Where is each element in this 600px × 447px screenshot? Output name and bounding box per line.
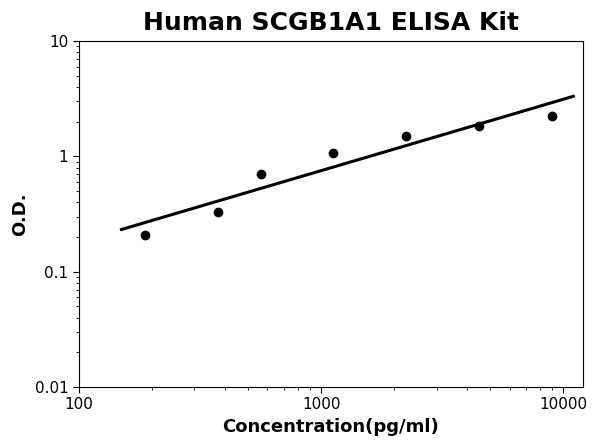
Y-axis label: O.D.: O.D. (11, 192, 29, 236)
Point (140, 231, 150, 238)
Point (547, 112, 557, 119)
Point (329, 149, 338, 156)
Point (475, 122, 484, 129)
Title: Human SCGB1A1 ELISA Kit: Human SCGB1A1 ELISA Kit (143, 11, 518, 35)
Point (256, 171, 265, 178)
Point (213, 208, 223, 215)
X-axis label: Concentration(pg/ml): Concentration(pg/ml) (223, 418, 439, 436)
Point (401, 133, 411, 140)
